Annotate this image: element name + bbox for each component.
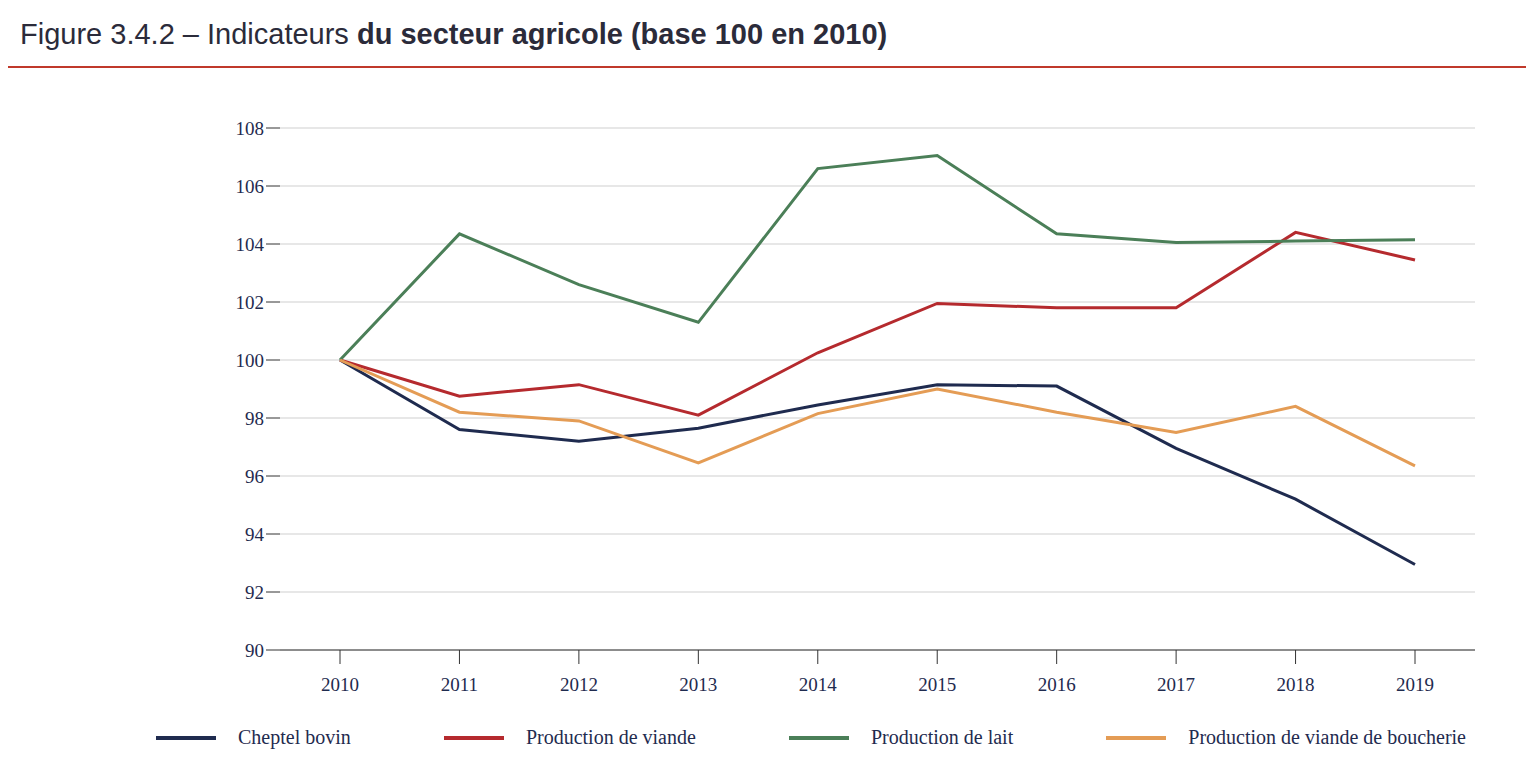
svg-text:106: 106 xyxy=(236,176,265,197)
svg-text:2017: 2017 xyxy=(1157,674,1195,695)
svg-text:2011: 2011 xyxy=(441,674,478,695)
svg-text:2018: 2018 xyxy=(1277,674,1315,695)
svg-text:2012: 2012 xyxy=(560,674,598,695)
svg-text:2010: 2010 xyxy=(321,674,359,695)
svg-text:104: 104 xyxy=(236,234,265,255)
svg-text:2013: 2013 xyxy=(679,674,717,695)
svg-text:96: 96 xyxy=(245,466,264,487)
html-text:Cheptel bovin: Cheptel bovin xyxy=(238,726,351,748)
svg-text:98: 98 xyxy=(245,408,264,429)
svg-text:100: 100 xyxy=(236,350,265,371)
svg-text:108: 108 xyxy=(236,118,265,139)
svg-text:94: 94 xyxy=(245,524,265,545)
html-text:Production de lait: Production de lait xyxy=(871,726,1014,748)
svg-text:2016: 2016 xyxy=(1038,674,1076,695)
svg-text:2019: 2019 xyxy=(1396,674,1434,695)
svg-text:90: 90 xyxy=(245,640,264,661)
svg-text:2014: 2014 xyxy=(799,674,838,695)
svg-text:102: 102 xyxy=(236,292,265,313)
html-text:Figure 3.4.2 – Indicateurs du: Figure 3.4.2 – Indicateurs du secteur ag… xyxy=(20,18,888,50)
svg-text:2015: 2015 xyxy=(918,674,956,695)
svg-text:92: 92 xyxy=(245,582,264,603)
html-text:Production de viande: Production de viande xyxy=(525,726,696,748)
html-text:Production de viande de bouche: Production de viande de boucherie xyxy=(1188,726,1466,748)
